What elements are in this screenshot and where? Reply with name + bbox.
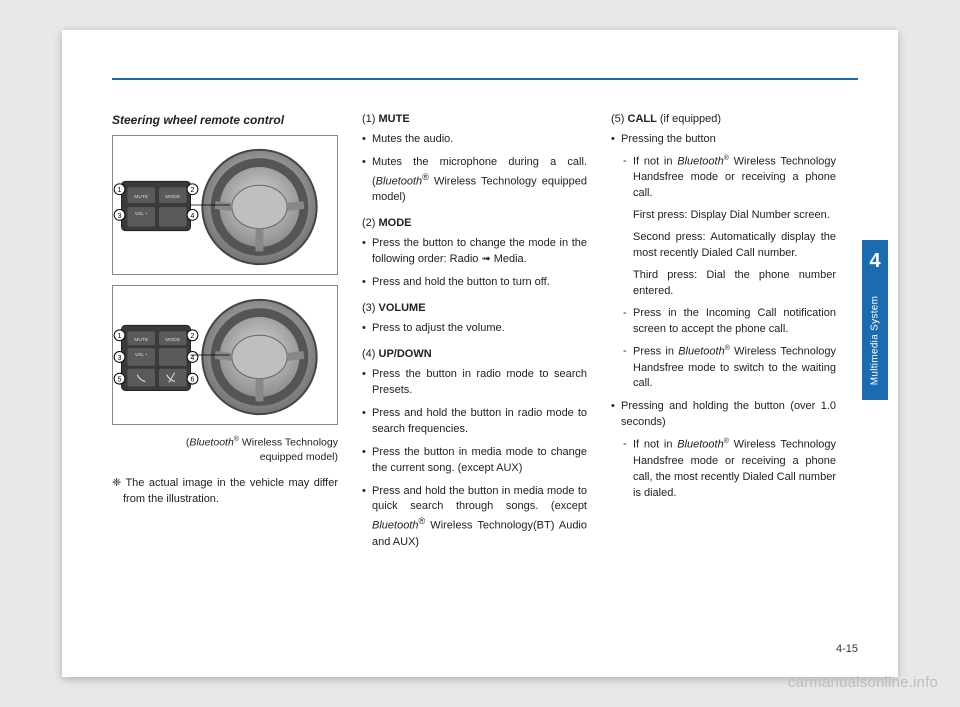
svg-text:3: 3 — [118, 213, 122, 220]
bullet: Press the button in media mode to change… — [362, 445, 587, 477]
svg-text:1: 1 — [118, 334, 122, 341]
svg-text:5: 5 — [118, 377, 122, 384]
page-number: 4-15 — [836, 643, 858, 655]
bullet: Press and hold the button to turn off. — [362, 275, 587, 291]
section-title: Steering wheel remote control — [112, 112, 338, 129]
svg-text:MUTE: MUTE — [134, 194, 149, 200]
bullet: Press and hold the button in radio mode … — [362, 406, 587, 438]
svg-text:2: 2 — [191, 188, 195, 195]
manual-page: Steering wheel remote control — [62, 30, 898, 677]
figure-steering-wheel-4btn: MUTE MODE VOL + 1 2 3 4 — [112, 135, 338, 275]
svg-text:4: 4 — [191, 213, 195, 220]
dash: If not in Bluetooth® Wireless Technology… — [621, 154, 836, 202]
item-1-bullets: Mutes the audio. Mutes the microphone du… — [362, 132, 587, 206]
bullet: Mutes the microphone during a call. (Blu… — [362, 155, 587, 206]
figure-caption: (Bluetooth® Wireless Technology equipped… — [112, 435, 338, 464]
item-5-head: (5) CALL (if equipped) — [611, 112, 836, 128]
column-2: (1) MUTE Mutes the audio. Mutes the micr… — [362, 112, 587, 558]
svg-text:MODE: MODE — [165, 338, 180, 344]
note-text: ❈ The actual image in the vehicle may di… — [112, 476, 338, 508]
svg-text:VOL +: VOL + — [135, 211, 148, 216]
sub: Second press: Automatically dis­play the… — [621, 230, 836, 262]
bullet: Press and hold the button in media mode … — [362, 484, 587, 551]
svg-text:6: 6 — [191, 377, 195, 384]
column-1: Steering wheel remote control — [112, 112, 338, 558]
bullet: Press the button in radio mode to search… — [362, 367, 587, 399]
bullet: Pressing the button If not in Bluetooth®… — [611, 132, 836, 392]
chapter-tab: 4 Multimedia System — [862, 240, 888, 400]
chapter-number: 4 — [862, 250, 888, 273]
watermark: carmanualsonline.info — [788, 674, 938, 691]
dash: Press in the Incoming Call notifi­cation… — [621, 306, 836, 338]
sub: First press: Display Dial Number screen. — [621, 208, 836, 224]
content-columns: Steering wheel remote control — [112, 112, 858, 558]
bullet: Pressing and holding the button (over 1.… — [611, 399, 836, 501]
svg-text:MODE: MODE — [165, 194, 180, 200]
figure-steering-wheel-6btn: MUTE MODE VOL + 1 2 3 4 5 6 — [112, 285, 338, 425]
sub: Third press: Dial the phone num­ber ente… — [621, 268, 836, 300]
svg-text:2: 2 — [191, 334, 195, 341]
bullet: Press to adjust the volume. — [362, 321, 587, 337]
bullet: Mutes the audio. — [362, 132, 587, 148]
bullet: Press the button to change the mode in t… — [362, 236, 587, 268]
item-1: (1) MUTE Mutes the audio. Mutes the micr… — [362, 112, 587, 206]
svg-text:4: 4 — [191, 355, 195, 362]
chapter-label: Multimedia System — [870, 296, 881, 386]
svg-text:MUTE: MUTE — [134, 338, 149, 344]
item-3: (3) VOLUME Press to adjust the volume. — [362, 301, 587, 337]
item-4: (4) UP/DOWN Press the button in radio mo… — [362, 347, 587, 551]
svg-text:1: 1 — [118, 188, 122, 195]
header-rule — [112, 78, 858, 80]
svg-text:3: 3 — [118, 355, 122, 362]
dash: If not in Bluetooth® Wireless Technology… — [621, 437, 836, 501]
item-2: (2) MODE Press the button to change the … — [362, 216, 587, 291]
column-3: (5) CALL (if equipped) Pressing the butt… — [611, 112, 836, 558]
svg-text:VOL +: VOL + — [135, 352, 148, 357]
dash: Press in Bluetooth® Wireless Technology … — [621, 344, 836, 392]
